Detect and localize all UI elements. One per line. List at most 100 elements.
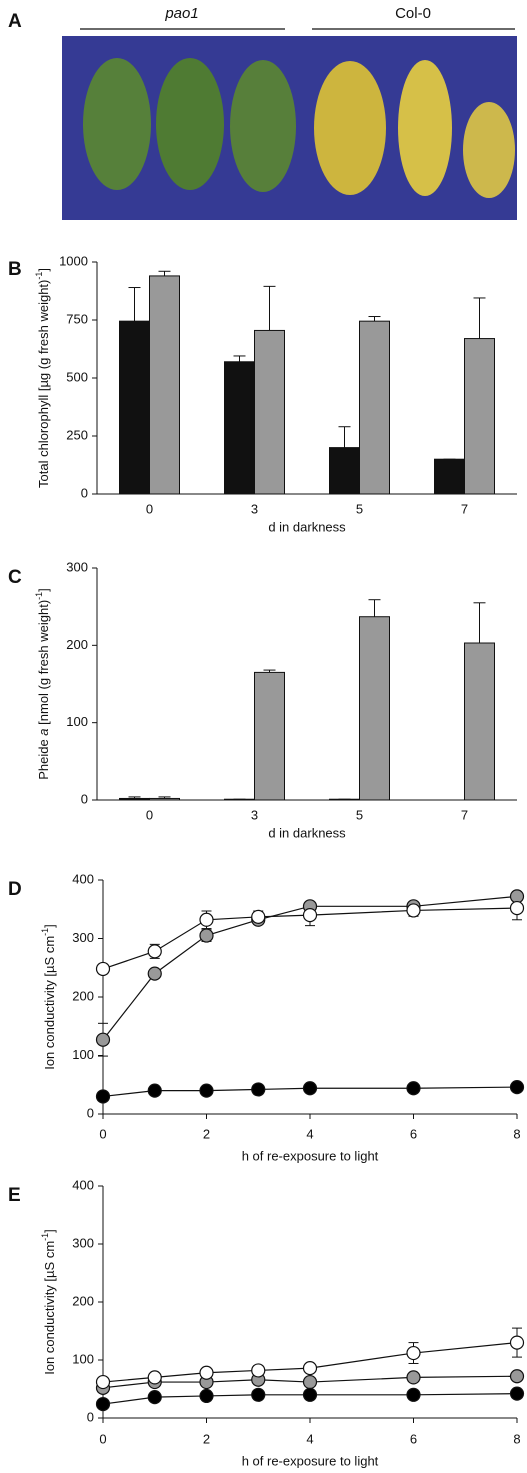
point: [95, 1032, 111, 1047]
y-axis-label-part: ]: [42, 924, 57, 928]
bar: [149, 797, 180, 801]
point: [406, 1387, 421, 1402]
x-tick-label: 4: [306, 1431, 313, 1446]
x-tick-label: 7: [461, 501, 468, 516]
x-tick-label: 0: [146, 501, 153, 516]
point: [406, 1345, 421, 1361]
point: [95, 1374, 111, 1390]
point: [251, 1387, 266, 1402]
x-tick-label: 8: [513, 1126, 520, 1141]
bar: [119, 797, 150, 801]
point: [302, 1374, 318, 1390]
point: [147, 1390, 162, 1405]
y-axis-label-part: Pheide: [36, 736, 51, 780]
group-label: pao1: [164, 5, 198, 22]
point: [509, 1079, 525, 1095]
y-tick-label: 200: [72, 1293, 94, 1308]
bar: [224, 798, 255, 801]
leaf: [398, 60, 452, 196]
bar: [254, 329, 285, 495]
point: [302, 907, 318, 923]
bar: [464, 338, 495, 495]
y-tick-label: 0: [81, 791, 88, 806]
y-axis-label-part: Ion conductivity [µS cm: [42, 936, 57, 1070]
y-tick-label: 200: [72, 988, 94, 1003]
bar: [329, 447, 360, 495]
x-tick-label: 4: [306, 1126, 313, 1141]
y-axis-label-part: Ion conductivity [µS cm: [42, 1241, 57, 1375]
point: [509, 1335, 525, 1350]
point: [147, 966, 162, 981]
x-axis-label: d in darkness: [268, 519, 346, 534]
point: [406, 1081, 421, 1096]
y-tick-label: 300: [66, 559, 88, 574]
x-tick-label: 7: [461, 807, 468, 822]
panel-letter: B: [8, 259, 22, 280]
leaf: [463, 102, 515, 198]
y-axis-label: Ion conductivity [µS cm-1]: [40, 1229, 57, 1375]
y-axis-label-part: Total chlorophyll [µg (g fresh weight): [36, 280, 51, 488]
point: [251, 1082, 266, 1097]
y-tick-label: 200: [66, 637, 88, 652]
bar: [359, 616, 390, 801]
y-axis-label-part: -1: [40, 928, 50, 936]
y-axis-label: Ion conductivity [µS cm-1]: [40, 924, 57, 1070]
bar: [149, 275, 180, 495]
y-tick-label: 500: [66, 369, 88, 384]
y-axis-label: Pheide a [nmol (g fresh weight)-1]: [34, 588, 51, 780]
y-tick-label: 750: [66, 311, 88, 326]
leaf: [314, 61, 386, 195]
bar: [464, 642, 495, 801]
y-tick-label: 250: [66, 427, 88, 442]
x-tick-label: 6: [410, 1126, 417, 1141]
x-tick-label: 6: [410, 1431, 417, 1446]
y-axis-label-part: [nmol (g fresh weight): [36, 600, 51, 729]
x-tick-label: 0: [99, 1431, 106, 1446]
y-tick-label: 100: [72, 1047, 94, 1062]
y-tick-label: 300: [72, 1235, 94, 1250]
x-tick-label: 0: [99, 1126, 106, 1141]
point: [199, 1388, 214, 1404]
bar: [359, 320, 390, 495]
point: [251, 909, 266, 924]
point: [406, 1370, 421, 1385]
point: [302, 1387, 318, 1402]
point: [147, 944, 162, 959]
point: [95, 1089, 111, 1104]
panel-letter: D: [8, 879, 22, 900]
x-axis-label: h of re-exposure to light: [242, 1148, 379, 1163]
x-tick-label: 3: [251, 501, 258, 516]
x-tick-label: 3: [251, 807, 258, 822]
y-tick-label: 1000: [59, 253, 88, 268]
bar: [434, 458, 465, 495]
y-tick-label: 0: [81, 485, 88, 500]
panel-a: A pao1 Col-0: [8, 5, 517, 220]
point: [509, 900, 525, 916]
panel-letter: E: [8, 1185, 21, 1206]
y-tick-label: 100: [72, 1351, 94, 1366]
point: [251, 1363, 266, 1378]
point: [509, 1369, 525, 1384]
y-tick-label: 0: [87, 1409, 94, 1424]
y-tick-label: 100: [66, 714, 88, 729]
y-axis-label-part: ]: [36, 588, 51, 592]
point: [199, 928, 214, 943]
point: [95, 1396, 111, 1412]
y-axis-label-part: a: [36, 728, 51, 735]
bar: [329, 798, 360, 801]
point: [199, 1083, 214, 1098]
leaf: [83, 58, 151, 190]
y-tick-label: 300: [72, 930, 94, 945]
y-tick-label: 400: [72, 1177, 94, 1192]
point: [509, 1386, 525, 1401]
y-axis-label-part: -1: [40, 1233, 50, 1241]
point: [302, 1361, 318, 1376]
group-label: Col-0: [395, 5, 431, 22]
panel-letter: C: [8, 567, 22, 588]
leaf: [230, 60, 296, 192]
leaf: [156, 58, 224, 190]
point: [199, 912, 214, 927]
bar: [254, 671, 285, 801]
point: [199, 1365, 214, 1380]
point: [406, 903, 421, 918]
